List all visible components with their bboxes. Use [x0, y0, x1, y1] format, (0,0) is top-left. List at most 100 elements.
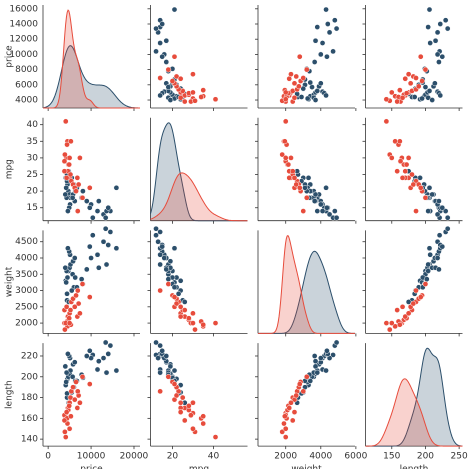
point [439, 243, 446, 250]
point [317, 355, 324, 361]
point [330, 48, 336, 55]
point [95, 358, 102, 365]
point [402, 168, 409, 175]
point [65, 351, 71, 357]
point [165, 66, 172, 73]
point [282, 425, 289, 432]
point [61, 158, 68, 165]
point [298, 94, 305, 100]
point [171, 294, 178, 300]
point [311, 198, 318, 204]
point [64, 141, 70, 148]
point [417, 294, 424, 300]
point [190, 399, 196, 406]
point [286, 174, 293, 181]
density-line [258, 250, 356, 334]
point [419, 78, 425, 84]
panel [42, 225, 140, 334]
point [439, 53, 446, 60]
point [289, 168, 296, 175]
point [175, 290, 182, 297]
point [388, 320, 395, 326]
point [417, 184, 424, 191]
point [282, 434, 289, 440]
point [177, 277, 184, 284]
point [65, 245, 71, 252]
point [69, 194, 76, 201]
point [304, 95, 311, 102]
y-tick-label: 35 [27, 137, 38, 147]
density-area [258, 235, 355, 334]
point [157, 40, 163, 46]
point [293, 392, 300, 399]
point [388, 89, 395, 96]
point [102, 339, 109, 346]
point [94, 251, 101, 258]
point [63, 279, 70, 286]
point [426, 88, 433, 94]
point [425, 208, 431, 214]
point [282, 118, 289, 125]
point [293, 73, 300, 80]
density-area [365, 378, 463, 447]
panel [150, 5, 248, 109]
point [394, 168, 401, 175]
point [444, 214, 451, 221]
point [383, 118, 390, 125]
point [411, 94, 418, 100]
point [312, 191, 319, 198]
y-axis-label: weight [5, 266, 15, 297]
point [66, 315, 73, 322]
point [413, 75, 419, 81]
point [300, 208, 307, 214]
x-tick-label: 0 [45, 452, 51, 462]
point [107, 229, 114, 235]
panel [257, 230, 356, 334]
point [86, 184, 93, 191]
point [86, 294, 93, 300]
point [86, 381, 93, 387]
point [62, 363, 69, 370]
y-tick-label: 160 [21, 414, 38, 424]
point [402, 75, 409, 82]
point [444, 225, 451, 232]
y-tick-label: 2500 [15, 302, 38, 312]
panel [42, 5, 141, 109]
point [397, 158, 404, 165]
point [397, 321, 403, 328]
point [100, 355, 107, 361]
point [181, 307, 188, 313]
density-line [150, 172, 248, 222]
point [200, 321, 207, 328]
point [62, 434, 69, 440]
point [83, 353, 90, 359]
point [62, 191, 69, 198]
point [181, 417, 188, 424]
point [311, 353, 318, 359]
point [296, 83, 302, 90]
point [157, 342, 163, 349]
point [66, 320, 73, 326]
y-tick-label: 25 [27, 170, 38, 180]
point [153, 225, 159, 232]
point [394, 307, 401, 313]
point [212, 434, 219, 440]
point [80, 188, 86, 194]
x-tick-label: 250 [451, 452, 468, 462]
density-area [258, 251, 355, 334]
point [68, 287, 75, 294]
point [79, 194, 86, 201]
panel [150, 339, 248, 447]
point [317, 80, 324, 87]
point [171, 53, 178, 60]
point [288, 155, 294, 161]
point [403, 161, 410, 168]
point [78, 276, 85, 283]
point [83, 266, 90, 273]
point [190, 89, 196, 96]
point [314, 24, 321, 30]
point [279, 151, 286, 158]
point [89, 232, 96, 239]
point [282, 155, 289, 161]
